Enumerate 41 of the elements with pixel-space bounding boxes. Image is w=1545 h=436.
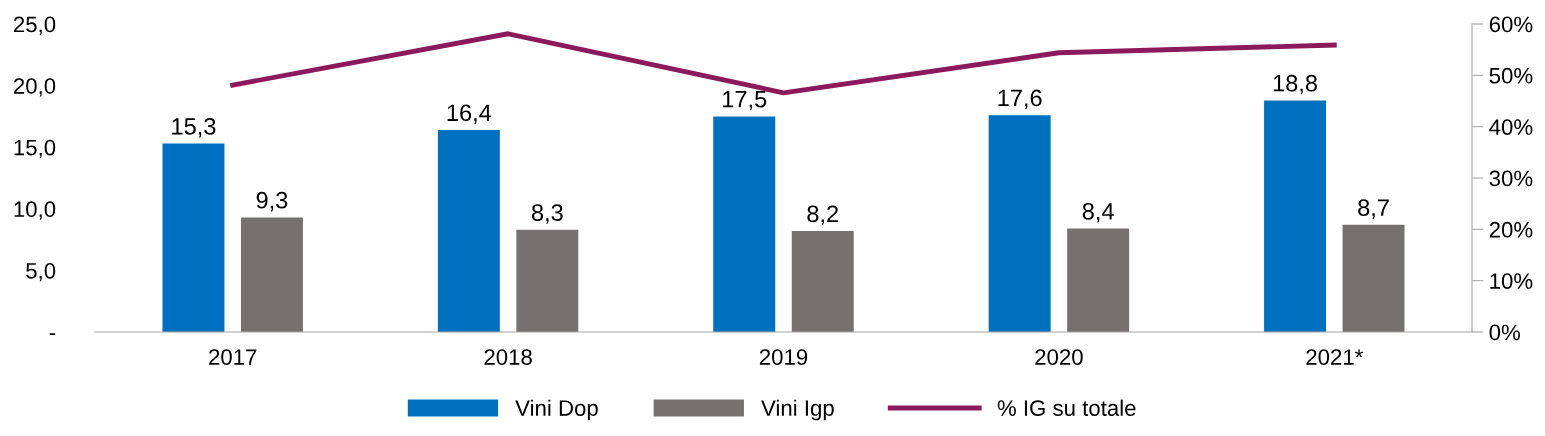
y2-tick-label: 50%	[1489, 67, 1533, 84]
y2-tick-label: 0%	[1489, 324, 1520, 341]
y-tick-label: -	[49, 333, 56, 336]
bar	[516, 229, 579, 332]
x-tick-label: 2017	[209, 349, 257, 365]
bar	[1067, 228, 1130, 332]
data-label: 17,5	[723, 91, 767, 111]
data-label: 9,3	[256, 191, 288, 212]
legend-label: % IG su totale	[997, 399, 1136, 416]
x-tick-label: 2021*	[1306, 349, 1363, 365]
y-tick-label: 20,0	[13, 78, 56, 97]
y2-tick-label: 60%	[1489, 16, 1533, 33]
y2-tick-label: 20%	[1489, 221, 1533, 238]
y-tick-label: 10,0	[14, 201, 56, 220]
data-label: 8,3	[531, 204, 563, 224]
y-tick-label: 25,0	[13, 16, 56, 35]
y-tick-label: 15,0	[14, 139, 56, 159]
bar	[713, 116, 776, 332]
data-label: 8,7	[1358, 199, 1389, 219]
y2-tick-label: 40%	[1489, 119, 1533, 135]
y-tick-label: 5,0	[26, 262, 56, 282]
data-label: 16,4	[447, 104, 492, 124]
y2-tick-label: 30%	[1489, 170, 1533, 187]
legend-label: Vini Igp	[761, 399, 834, 421]
bar	[437, 129, 500, 332]
bar	[240, 217, 303, 332]
data-label: 8,4	[1082, 202, 1114, 223]
legend-label: Vini Dop	[515, 399, 598, 421]
y2-tick-label: 10%	[1490, 273, 1533, 289]
x-tick-label: 2020	[1035, 349, 1083, 365]
bar	[791, 230, 854, 332]
bar	[1264, 100, 1327, 332]
x-tick-label: 2019	[759, 349, 808, 365]
data-label: 8,2	[807, 205, 838, 225]
data-label: 17,6	[998, 89, 1042, 110]
data-label: 18,8	[1273, 74, 1318, 95]
bar	[988, 115, 1051, 332]
bar	[1342, 224, 1405, 332]
bar	[162, 143, 225, 332]
data-label: 15,3	[172, 117, 216, 138]
x-tick-label: 2018	[484, 349, 532, 365]
